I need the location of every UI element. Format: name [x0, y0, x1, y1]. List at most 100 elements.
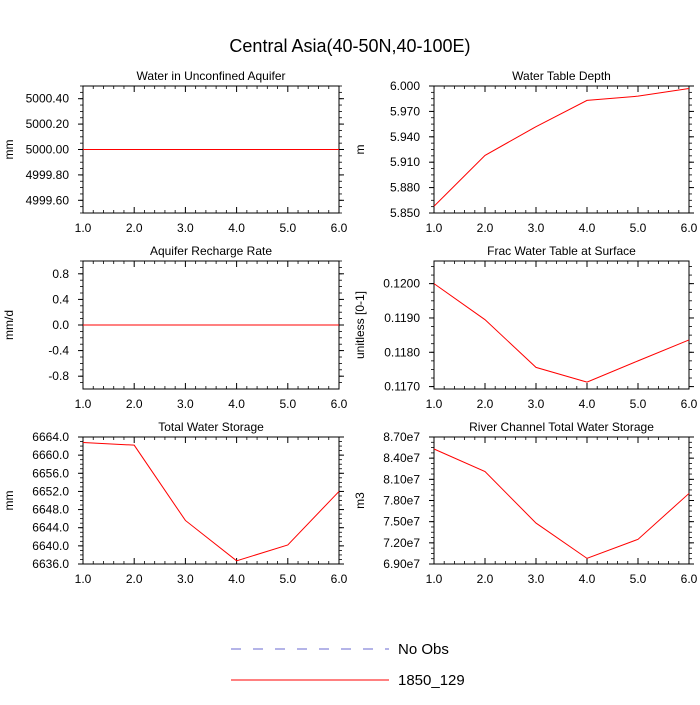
y-tick-label: 5.910	[390, 155, 420, 169]
y-tick-label: 7.80e7	[383, 494, 420, 508]
y-tick-label: 0.4	[52, 292, 69, 306]
x-tick-label: 3.0	[528, 397, 545, 411]
x-tick-label: 6.0	[681, 397, 698, 411]
panel-title: Water in Unconfined Aquifer	[137, 69, 286, 83]
x-tick-label: 6.0	[681, 221, 698, 235]
y-tick-label: 5000.00	[26, 143, 70, 157]
x-tick-label: 2.0	[477, 572, 494, 586]
panel-title: Water Table Depth	[512, 69, 611, 83]
series-line-1	[433, 448, 690, 559]
y-tick-label: 0.0	[52, 318, 69, 332]
y-tick-label: -0.4	[48, 344, 69, 358]
y-tick-label: 6644.0	[32, 521, 69, 535]
x-tick-label: 2.0	[126, 221, 143, 235]
y-tick-label: 5000.20	[26, 117, 70, 131]
y-tick-label: 5.970	[390, 104, 420, 118]
y-tick-label: -0.8	[48, 369, 69, 383]
y-axis-label: m	[353, 145, 367, 155]
x-tick-label: 4.0	[228, 221, 245, 235]
y-axis-label: unitless [0-1]	[353, 291, 367, 359]
y-tick-label: 6652.0	[32, 484, 69, 498]
series-line-1	[82, 441, 340, 562]
y-tick-label: 5.880	[390, 181, 420, 195]
y-tick-label: 8.10e7	[383, 472, 420, 486]
plot-frame	[433, 260, 690, 390]
x-tick-label: 4.0	[579, 572, 596, 586]
y-tick-label: 4999.60	[26, 193, 70, 207]
y-tick-label: 6.90e7	[383, 557, 420, 571]
x-tick-label: 5.0	[630, 572, 647, 586]
y-tick-label: 8.40e7	[383, 451, 420, 465]
y-axis-label: mm/d	[2, 310, 16, 340]
y-tick-label: 8.70e7	[383, 430, 420, 444]
y-tick-label: 7.50e7	[383, 515, 420, 529]
y-tick-label: 6656.0	[32, 466, 69, 480]
y-tick-label: 4999.80	[26, 168, 70, 182]
x-tick-label: 3.0	[528, 572, 545, 586]
chart-panel-4: Frac Water Table at Surface unitless [0-1…	[353, 244, 698, 411]
x-tick-label: 3.0	[528, 221, 545, 235]
y-tick-label: 6.000	[390, 79, 420, 93]
y-tick-label: 5.940	[390, 130, 420, 144]
y-tick-label: 7.20e7	[383, 536, 420, 550]
chart-panel-3: Aquifer Recharge Rate mm/d 1.0 2.0 3.0 4.0 5.0…	[2, 244, 348, 411]
plot-frame	[433, 436, 690, 565]
x-tick-label: 6.0	[331, 397, 348, 411]
y-axis-label: mm	[2, 140, 16, 160]
y-axis-label: m3	[353, 492, 367, 509]
y-tick-label: 0.8	[52, 267, 69, 281]
x-tick-label: 4.0	[579, 221, 596, 235]
y-tick-label: 5.850	[390, 206, 420, 220]
x-tick-label: 2.0	[477, 221, 494, 235]
x-tick-label: 4.0	[228, 572, 245, 586]
y-tick-label: 0.1200	[383, 277, 420, 291]
panel-title: Aquifer Recharge Rate	[150, 244, 272, 258]
x-tick-label: 1.0	[75, 397, 92, 411]
plot-frame	[433, 85, 690, 214]
panels-group: Water in Unconfined Aquifer mm 1.0 2.0 3.0 4.…	[2, 69, 698, 586]
x-tick-label: 2.0	[126, 572, 143, 586]
x-tick-label: 4.0	[579, 397, 596, 411]
legend-label-2: 1850_129	[398, 672, 465, 689]
chart-panel-2: Water Table Depth m 1.0 2.0 3.0 4.0 5.0 6.0 5.85…	[353, 69, 698, 235]
x-tick-label: 3.0	[177, 221, 194, 235]
y-axis-label: mm	[2, 491, 16, 511]
x-tick-label: 1.0	[75, 572, 92, 586]
panel-title: Frac Water Table at Surface	[487, 244, 636, 258]
y-tick-label: 0.1190	[384, 311, 420, 325]
series-line-1	[433, 88, 690, 207]
panel-title: River Channel Total Water Storage	[469, 420, 654, 434]
x-tick-label: 1.0	[426, 397, 443, 411]
x-tick-label: 2.0	[126, 397, 143, 411]
x-tick-label: 5.0	[279, 572, 296, 586]
x-tick-label: 3.0	[177, 572, 194, 586]
x-tick-label: 1.0	[75, 221, 92, 235]
y-tick-label: 6664.0	[32, 430, 69, 444]
panel-title: Total Water Storage	[158, 420, 264, 434]
x-tick-label: 5.0	[279, 221, 296, 235]
y-tick-label: 6648.0	[32, 503, 69, 517]
chart-panel-5: Total Water Storage mm 1.0 2.0 3.0 4.0 5.0 6.0 6…	[2, 420, 348, 586]
x-tick-label: 5.0	[279, 397, 296, 411]
figure-title: Central Asia(40-50N,40-100E)	[229, 36, 470, 56]
x-tick-label: 5.0	[630, 221, 647, 235]
x-tick-label: 1.0	[426, 572, 443, 586]
y-tick-label: 5000.40	[26, 92, 70, 106]
x-tick-label: 6.0	[331, 572, 348, 586]
y-tick-label: 6640.0	[32, 539, 69, 553]
chart-panel-6: River Channel Total Water Storage m3 1.0 2.…	[353, 420, 698, 586]
legend-label-1: No Obs	[398, 641, 449, 658]
series-line-1	[433, 283, 690, 383]
y-tick-label: 6660.0	[32, 448, 69, 462]
x-tick-label: 5.0	[630, 397, 647, 411]
y-tick-label: 0.1170	[384, 380, 420, 394]
legend: No Obs 1850_129	[231, 641, 465, 689]
x-tick-label: 2.0	[477, 397, 494, 411]
x-tick-label: 3.0	[177, 397, 194, 411]
chart-panel-1: Water in Unconfined Aquifer mm 1.0 2.0 3.0 4.…	[2, 69, 348, 235]
y-tick-label: 6636.0	[32, 557, 69, 571]
x-tick-label: 1.0	[426, 221, 443, 235]
x-tick-label: 4.0	[228, 397, 245, 411]
